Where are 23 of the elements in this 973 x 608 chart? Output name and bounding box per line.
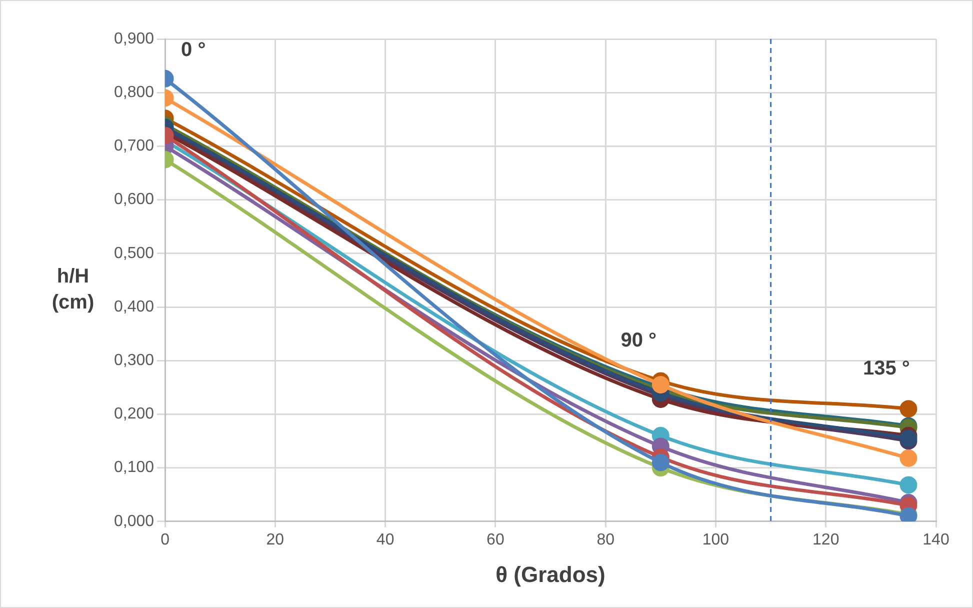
y-tick-label: 0,500 (114, 244, 154, 262)
x-tick-label: 0 (160, 531, 170, 548)
y-tick-label: 0,600 (114, 191, 154, 208)
x-tick-label: 20 (266, 531, 284, 548)
y-tick-label: 0,800 (114, 84, 154, 102)
y-axis-title: h/H (cm) (52, 266, 94, 314)
x-tick-label: 40 (376, 531, 394, 548)
y-tick-label: 0,900 (114, 30, 154, 48)
x-tick-label: 120 (812, 531, 840, 548)
annotation: 0 ° (181, 39, 206, 62)
y-tick-label: 0,000 (114, 512, 154, 530)
x-tick-label: 100 (702, 531, 730, 548)
y-tick-label: 0,300 (114, 352, 154, 370)
y-tick-label: 0,700 (114, 138, 154, 155)
y-tick-label: 0,200 (114, 406, 154, 423)
x-tick-label: 60 (486, 531, 504, 548)
annotation: 135 ° (862, 357, 910, 380)
x-axis-title: θ (Grados) (496, 562, 606, 587)
x-tick-label: 80 (596, 531, 615, 548)
y-tick-label: 0,400 (114, 298, 154, 316)
x-tick-label: 140 (922, 531, 950, 548)
annotation: 90 ° (620, 329, 657, 352)
y-tick-label: 0,100 (114, 459, 154, 476)
